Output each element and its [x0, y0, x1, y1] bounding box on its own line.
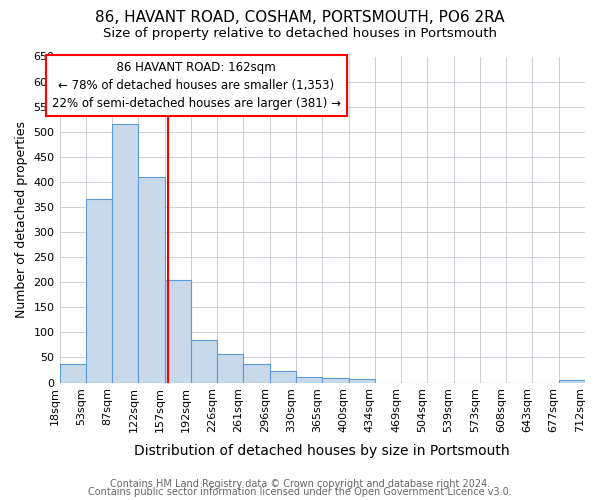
- Bar: [270, 371, 296, 382]
- Bar: [349, 378, 375, 382]
- Bar: [164, 280, 191, 382]
- X-axis label: Distribution of detached houses by size in Portsmouth: Distribution of detached houses by size …: [134, 444, 510, 458]
- Bar: [139, 177, 164, 382]
- Bar: [112, 124, 139, 382]
- Text: 86 HAVANT ROAD: 162sqm  
← 78% of detached houses are smaller (1,353)
22% of sem: 86 HAVANT ROAD: 162sqm ← 78% of detached…: [52, 62, 341, 110]
- Bar: [59, 364, 86, 382]
- Text: 86, HAVANT ROAD, COSHAM, PORTSMOUTH, PO6 2RA: 86, HAVANT ROAD, COSHAM, PORTSMOUTH, PO6…: [95, 10, 505, 25]
- Text: Contains HM Land Registry data © Crown copyright and database right 2024.: Contains HM Land Registry data © Crown c…: [110, 479, 490, 489]
- Bar: [191, 340, 217, 382]
- Bar: [559, 380, 585, 382]
- Bar: [322, 378, 349, 382]
- Bar: [217, 354, 244, 382]
- Text: Contains public sector information licensed under the Open Government Licence v3: Contains public sector information licen…: [88, 487, 512, 497]
- Bar: [244, 364, 270, 382]
- Text: Size of property relative to detached houses in Portsmouth: Size of property relative to detached ho…: [103, 28, 497, 40]
- Y-axis label: Number of detached properties: Number of detached properties: [15, 121, 28, 318]
- Bar: [296, 376, 322, 382]
- Bar: [86, 200, 112, 382]
